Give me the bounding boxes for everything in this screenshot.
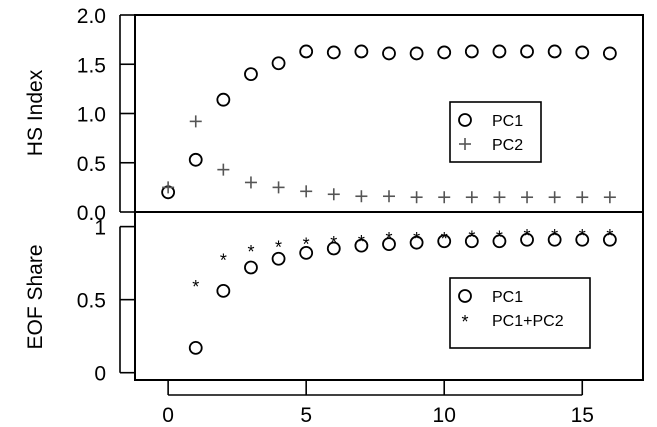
point-eof-pc1-pc2-0: * — [192, 277, 199, 297]
plot-frame-hs — [134, 14, 644, 213]
point-eof-pc1-5 — [326, 241, 341, 256]
y-tick-label-eof-2: 1 — [94, 217, 106, 240]
point-hs-pc1-14 — [547, 44, 562, 59]
point-hs-pc1-12 — [492, 44, 507, 59]
point-eof-pc1-pc2-4: * — [303, 235, 310, 255]
point-hs-pc1-8 — [382, 46, 396, 61]
point-eof-pc1-pc2-7: * — [385, 229, 392, 249]
point-eof-pc1-2 — [244, 260, 258, 275]
point-eof-pc1-8 — [409, 235, 424, 250]
point-hs-pc2-2 — [217, 163, 230, 176]
point-hs-pc1-9 — [409, 46, 424, 61]
point-hs-pc1-1 — [188, 152, 203, 167]
legend-symbol-eof-pc1-pc2: * — [461, 312, 468, 332]
point-eof-pc1-pc2-5: * — [330, 233, 337, 253]
point-eof-pc1-pc2-10: * — [468, 227, 475, 247]
y-tick-label-hs-4: 2.0 — [77, 5, 106, 28]
point-eof-pc1-pc2-12: * — [524, 226, 531, 246]
point-eof-pc1-15 — [602, 232, 617, 247]
point-hs-pc2-3 — [244, 176, 257, 189]
legend-box-hs — [449, 101, 542, 163]
legend-label-hs-pc2: PC2 — [492, 137, 523, 154]
point-eof-pc1-3 — [271, 251, 286, 266]
y-tick-label-eof-1: 0.5 — [77, 290, 106, 313]
point-hs-pc2-9 — [410, 191, 423, 204]
x-tick-label-2: 10 — [433, 404, 456, 427]
point-hs-pc1-2 — [216, 92, 231, 107]
point-eof-pc1-10 — [464, 234, 479, 249]
point-hs-pc2-15 — [576, 191, 589, 204]
point-hs-pc1-15 — [575, 45, 590, 60]
point-hs-pc1-3 — [244, 67, 258, 81]
y-axis-label-hs: HS Index — [24, 69, 47, 156]
point-hs-pc1-10 — [437, 45, 452, 60]
point-eof-pc1-7 — [382, 237, 396, 252]
point-eof-pc1-pc2-9: * — [441, 229, 448, 249]
y-tick-label-hs-1: 0.5 — [77, 153, 106, 176]
point-hs-pc2-1 — [189, 115, 202, 128]
point-hs-pc2-7 — [355, 190, 368, 203]
legend-symbol-hs-pc1 — [458, 113, 472, 127]
point-hs-pc2-4 — [272, 181, 285, 194]
y-axis-label-eof: EOF Share — [24, 244, 47, 349]
bottom-panel-eof-share: 0 0.5 1 EOF Share * * * * * * * * * * * * * * * * PC1 * PC1+PC… — [24, 211, 644, 427]
y-tick-label-eof-0: 0 — [94, 363, 106, 386]
point-hs-pc1-11 — [464, 44, 479, 59]
point-hs-pc1-5 — [299, 44, 314, 59]
point-eof-pc1-14 — [575, 232, 590, 247]
point-eof-pc1-11 — [492, 234, 507, 249]
point-hs-pc1-13 — [520, 44, 534, 59]
legend-box-eof — [449, 277, 591, 349]
point-eof-pc1-pc2-14: * — [579, 226, 586, 246]
point-hs-pc1-7 — [354, 44, 369, 59]
point-eof-pc1-pc2-11: * — [496, 227, 503, 247]
legend-eof: PC1 * PC1+PC2 — [449, 277, 591, 349]
point-hs-pc2-5 — [300, 185, 313, 198]
legend-label-eof-pc1-pc2: PC1+PC2 — [492, 313, 564, 330]
y-tick-label-hs-2: 1.0 — [77, 104, 106, 127]
point-eof-pc1-pc2-15: * — [606, 226, 613, 246]
point-hs-pc2-12 — [493, 191, 506, 204]
point-hs-pc1-6 — [326, 45, 341, 60]
x-tick-label-0: 0 — [162, 404, 174, 427]
x-tick-label-1: 5 — [300, 404, 312, 427]
point-eof-pc1-pc2-1: * — [220, 251, 227, 271]
y-tick-label-hs-3: 1.5 — [77, 54, 106, 77]
y-tick-label-hs-0: 0.0 — [77, 202, 106, 225]
point-hs-pc2-14 — [548, 191, 561, 204]
point-eof-pc1-pc2-6: * — [358, 232, 365, 252]
legend-label-hs-pc1: PC1 — [492, 113, 523, 130]
plot-frame-eof — [134, 211, 644, 381]
point-eof-pc1-0 — [188, 340, 203, 355]
point-eof-pc1-1 — [216, 283, 231, 298]
point-eof-pc1-6 — [354, 238, 369, 253]
point-hs-pc1-16 — [602, 46, 617, 61]
legend-symbol-hs-pc2 — [459, 138, 471, 150]
x-tick-label-3: 15 — [571, 404, 594, 427]
point-eof-pc1-pc2-8: * — [413, 229, 420, 249]
legend-symbol-eof-pc1 — [458, 289, 472, 303]
point-eof-pc1-9 — [437, 234, 452, 249]
point-hs-pc2-11 — [465, 191, 478, 204]
point-hs-pc2-13 — [521, 191, 534, 204]
point-hs-pc2-6 — [327, 188, 340, 201]
point-hs-pc2-8 — [383, 190, 395, 203]
point-hs-pc2-10 — [438, 191, 451, 204]
point-hs-pc1-4 — [271, 56, 286, 71]
point-eof-pc1-4 — [299, 246, 314, 260]
point-eof-pc1-pc2-13: * — [551, 226, 558, 246]
legend-label-eof-pc1: PC1 — [492, 289, 523, 306]
point-eof-pc1-pc2-3: * — [275, 238, 282, 258]
point-eof-pc1-pc2-2: * — [247, 242, 254, 262]
point-eof-pc1-12 — [520, 232, 534, 247]
point-hs-pc2-0 — [162, 181, 175, 194]
point-hs-pc2-16 — [603, 191, 616, 204]
point-eof-pc1-13 — [547, 232, 562, 247]
